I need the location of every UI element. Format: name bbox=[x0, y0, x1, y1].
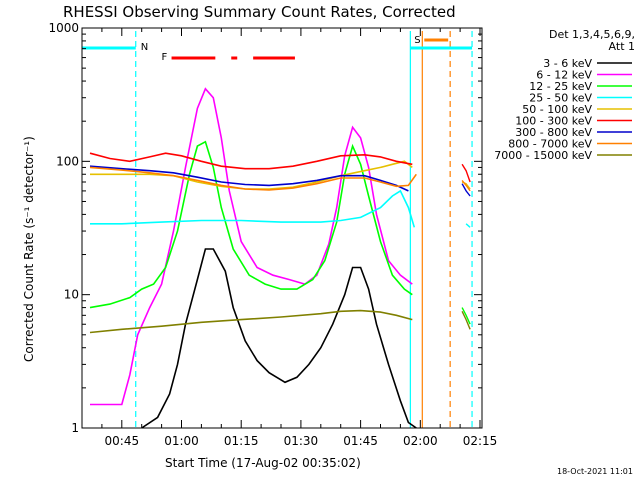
series-layer bbox=[89, 87, 471, 429]
series-line bbox=[89, 152, 413, 170]
legend-entry-label: 25 - 50 keV bbox=[529, 92, 592, 105]
x-tick-label: 01:30 bbox=[284, 434, 319, 448]
y-tick-label: 10 bbox=[64, 288, 79, 302]
series-line bbox=[89, 309, 413, 334]
series-line bbox=[89, 140, 413, 309]
series-line bbox=[90, 87, 413, 406]
y-tick-label: 1000 bbox=[48, 21, 79, 35]
saa-flag-label: S bbox=[414, 35, 420, 46]
legend-entry-label: 50 - 100 keV bbox=[522, 103, 592, 116]
legend-entry-label: 800 - 7000 keV bbox=[508, 138, 592, 151]
legend-title-line: Det 1,3,4,5,6,9, bbox=[549, 28, 635, 41]
x-axis-label: Start Time (17-Aug-02 00:35:02) bbox=[165, 456, 361, 470]
legend-entry-label: 100 - 300 keV bbox=[515, 115, 592, 128]
chart-title: RHESSI Observing Summary Count Rates, Co… bbox=[63, 3, 456, 21]
series-line bbox=[89, 165, 409, 192]
series-line bbox=[141, 248, 417, 429]
x-tick-label: 01:45 bbox=[343, 434, 378, 448]
legend-entry-label: 300 - 800 keV bbox=[515, 126, 592, 139]
legend-entry-label: 7000 - 15000 keV bbox=[494, 149, 592, 162]
timestamp: 18-Oct-2021 11:01 bbox=[557, 467, 633, 476]
flare-flag-label: F bbox=[162, 52, 168, 63]
series-tail-segment bbox=[461, 310, 471, 330]
x-tick-label: 00:45 bbox=[105, 434, 140, 448]
y-tick-label: 1 bbox=[71, 421, 79, 435]
legend-title-line: Att 1 bbox=[609, 40, 635, 53]
x-tick-label: 01:15 bbox=[224, 434, 259, 448]
series-tail-segment bbox=[461, 179, 471, 192]
series-tail-segment bbox=[461, 307, 471, 325]
series-tail-segment bbox=[465, 223, 471, 228]
legend-entry-label: 12 - 25 keV bbox=[529, 80, 592, 93]
plot-frame bbox=[81, 27, 483, 429]
series-tail-segment bbox=[461, 183, 471, 197]
series-line bbox=[89, 166, 417, 191]
legend-entry-label: 3 - 6 keV bbox=[543, 57, 592, 70]
night-flag-label: N bbox=[141, 42, 148, 53]
axes-layer: 1 10 100 1000 00:45 01:00 01:15 01:30 01:45 02:00… bbox=[48, 21, 497, 448]
y-tick-label: 100 bbox=[56, 154, 79, 168]
series-line bbox=[90, 189, 416, 228]
legend-entry-label: 6 - 12 keV bbox=[536, 69, 592, 82]
x-tick-label: 02:00 bbox=[403, 434, 438, 448]
x-tick-label: 02:15 bbox=[463, 434, 498, 448]
x-tick-label: 01:00 bbox=[164, 434, 199, 448]
series-tail-segment bbox=[461, 163, 471, 183]
annotations-layer: N F S bbox=[82, 31, 473, 428]
y-axis-label: Corrected Count Rate (s⁻¹ detector⁻¹) bbox=[22, 136, 36, 362]
